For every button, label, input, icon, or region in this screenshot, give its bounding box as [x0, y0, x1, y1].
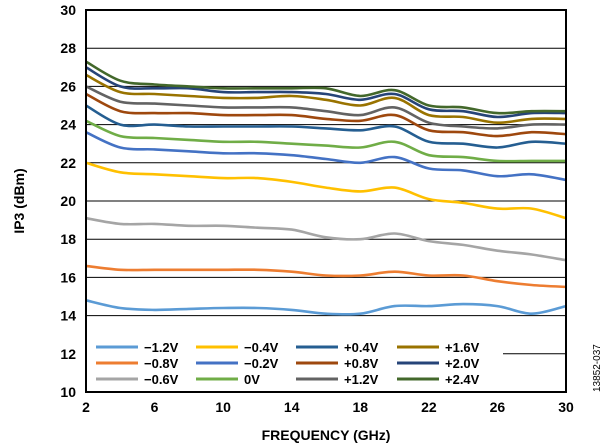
series-line: [85, 104, 567, 149]
x-tick-label: 26: [490, 399, 506, 415]
legend-label: −0.6V: [144, 372, 179, 387]
y-tick-label: 28: [60, 40, 76, 56]
series-line: [85, 73, 567, 125]
y-tick-label: 20: [60, 193, 76, 209]
legend-label: −0.8V: [144, 356, 179, 371]
legend-label: +2.0V: [445, 356, 480, 371]
series-line: [85, 66, 567, 119]
y-tick-label: 18: [60, 231, 76, 247]
plot-frame: [85, 9, 567, 393]
y-tick-label: 10: [60, 384, 76, 400]
legend-label: +0.8V: [344, 356, 379, 371]
legend-label: +1.2V: [344, 372, 379, 387]
legend-label: +2.4V: [445, 372, 480, 387]
y-tick-label: 24: [60, 117, 76, 133]
x-tick-label: 10: [215, 399, 231, 415]
x-tick-label: 6: [151, 399, 159, 415]
legend-label: 0V: [244, 372, 260, 387]
series-line: [85, 60, 567, 115]
y-tick-label: 22: [60, 155, 76, 171]
x-tick-label: 22: [421, 399, 437, 415]
legend-label: −0.4V: [244, 340, 279, 355]
x-tick-label: 18: [352, 399, 368, 415]
series-lines: [85, 60, 567, 316]
x-tick-label: 2: [82, 399, 90, 415]
series-line: [85, 299, 567, 316]
y-tick-label: 30: [60, 2, 76, 18]
legend-label: −0.2V: [244, 356, 279, 371]
y-tick-label: 12: [60, 346, 76, 362]
legend: −1.2V−0.8V−0.6V−0.4V−0.2V0V+0.4V+0.8V+1.…: [96, 340, 480, 387]
legend-label: −1.2V: [144, 340, 179, 355]
y-tick-label: 16: [60, 269, 76, 285]
series-line: [85, 119, 566, 163]
x-axis-title: FREQUENCY (GHz): [262, 427, 391, 443]
figure-id: 13852-037: [592, 344, 603, 392]
series-line: [85, 216, 567, 262]
y-tick-label: 26: [60, 78, 76, 94]
series-line: [85, 161, 567, 220]
x-tick-label: 30: [558, 399, 574, 415]
series-line: [85, 85, 567, 130]
series-line: [85, 92, 567, 138]
y-axis-title: IP3 (dBm): [11, 168, 27, 233]
series-line: [85, 264, 567, 289]
x-tick-label: 14: [284, 399, 300, 415]
legend-label: +0.4V: [344, 340, 379, 355]
y-tick-label: 14: [60, 308, 76, 324]
series-line: [85, 131, 567, 182]
legend-label: +1.6V: [445, 340, 480, 355]
